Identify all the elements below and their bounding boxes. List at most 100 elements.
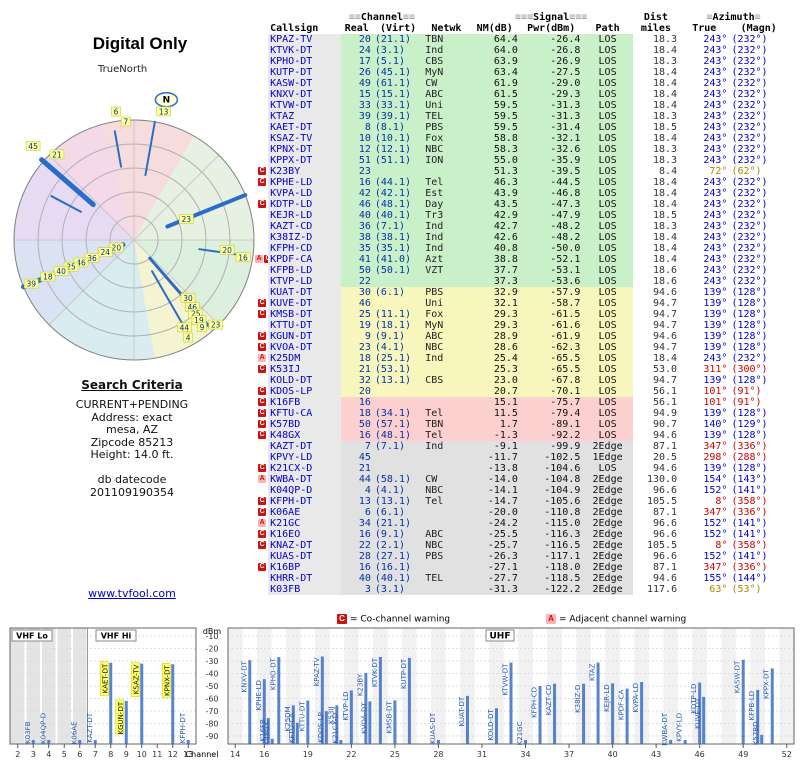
callsign-link[interactable]: K57BD	[268, 419, 341, 430]
y-tick-label: -90	[205, 732, 218, 741]
azimuth-true: 243°	[703, 199, 728, 210]
signal-power: -31.3	[519, 111, 583, 122]
callsign-link[interactable]: KSAZ-TV	[268, 133, 341, 144]
callsign-link[interactable]: KWBA-DT	[268, 474, 341, 485]
spacer	[252, 23, 268, 34]
callsign-link[interactable]: K48GX	[268, 430, 341, 441]
distance-miles: 18.4	[653, 243, 678, 254]
callsign-link[interactable]: KDOS-LP	[268, 386, 341, 397]
callsign-link[interactable]: KAZT-CD	[268, 221, 341, 232]
callsign-link[interactable]: KFPH-CD	[268, 243, 341, 254]
callsign-link[interactable]: KAET-DT	[268, 122, 341, 133]
signal-power: -31.3	[519, 100, 583, 111]
callsign-link[interactable]: KPHE-LD	[268, 177, 341, 188]
real-channel: 13	[340, 496, 373, 507]
callsign-link[interactable]: K25DM	[268, 353, 341, 364]
callsign-link[interactable]: K53IJ	[268, 364, 341, 375]
cochannel-warning-icon: C	[258, 530, 267, 538]
callsign-link[interactable]: KNXV-DT	[268, 89, 341, 100]
callsign-link[interactable]: KPHO-DT	[268, 56, 341, 67]
callsign-link[interactable]: KDTP-LD	[268, 199, 341, 210]
callsign-link[interactable]: KHRR-DT	[268, 573, 341, 584]
noise-margin: 42.6	[469, 232, 520, 243]
real-channel: 46	[340, 298, 373, 309]
callsign-link[interactable]: KUAT-DT	[268, 287, 341, 298]
callsign-link[interactable]: K21CX-D	[268, 463, 341, 474]
callsign-link[interactable]: KTVP-LD	[268, 276, 341, 287]
callsign-link[interactable]: KAZT-DT	[268, 441, 341, 452]
station-row: C KFTU-CA 18 (34.1) Tel 11.5 -79.4 LOS 94.9 139°(…	[252, 408, 788, 419]
network: Ind	[423, 221, 470, 232]
vhf-lo-label: VHF Lo	[16, 632, 48, 641]
bar-callsign-label: K38IZ-D	[574, 685, 582, 713]
callsign-link[interactable]: K21GC	[268, 518, 341, 529]
network: Ind	[423, 353, 470, 364]
signal-path: LOS	[582, 254, 633, 265]
callsign-link[interactable]: KTAZ	[268, 111, 341, 122]
station-row: KTAZ 39 (39.1) TEL 59.5 -31.3 LOS 18.3 243° (232°…	[252, 111, 788, 122]
signal-bar	[582, 683, 586, 744]
callsign-link[interactable]: KVOA-DT	[268, 342, 341, 353]
tvfool-link[interactable]: www.tvfool.com	[88, 587, 176, 600]
azimuth-magnetic: (232°)	[731, 155, 768, 166]
callsign-link[interactable]: KFPB-LD	[268, 265, 341, 276]
callsign-link[interactable]: KUTP-DT	[268, 67, 341, 78]
callsign-link[interactable]: KPPX-DT	[268, 155, 341, 166]
callsign-link[interactable]: KEJR-LD	[268, 210, 341, 221]
callsign-link[interactable]: K16FB	[268, 397, 341, 408]
signal-power: -61.6	[519, 320, 583, 331]
callsign-link[interactable]: K38IZ-D	[268, 232, 341, 243]
station-row: C K23BY 23 51.3 -39.5 LOS 8.4 72° (62°)	[252, 166, 788, 177]
signal-bar	[364, 672, 368, 744]
signal-path: LOS	[582, 210, 633, 221]
x-tick-label: 37	[564, 750, 574, 759]
station-row: KAZT-CD 36 (7.1) Ind 42.7 -48.2 LOS 18.3 243° (23…	[252, 221, 788, 232]
real-channel: 34	[340, 518, 373, 529]
callsign-link[interactable]: KTVK-DT	[268, 45, 341, 56]
callsign-link[interactable]: K16BP	[268, 562, 341, 573]
azimuth-magnetic: (336°)	[731, 562, 768, 573]
noise-margin: 58.3	[469, 144, 520, 155]
channel-chip-label: 13	[159, 107, 169, 116]
uhf-stripe	[228, 628, 243, 744]
callsign-link[interactable]: K04QP-D	[268, 485, 341, 496]
callsign-link[interactable]: KPAZ-TV	[268, 34, 341, 45]
real-channel: 3	[340, 584, 373, 595]
signal-path: 2Edge	[582, 518, 633, 529]
callsign-link[interactable]: K06AE	[268, 507, 341, 518]
callsign-link[interactable]: KPVY-LD	[268, 452, 341, 463]
azimuth-magnetic: (128°)	[731, 342, 768, 353]
callsign-link[interactable]: KPDF-CA	[268, 254, 341, 265]
callsign-link[interactable]: KOLD-DT	[268, 375, 341, 386]
y-tick-label: -70	[205, 707, 218, 716]
network: TBN	[423, 419, 470, 430]
bar-callsign-label: KUVE-DT	[694, 697, 702, 729]
callsign-link[interactable]: K03FB	[268, 584, 341, 595]
bar-label-group: KGUN-DT	[115, 699, 125, 734]
virtual-channel: (48.1)	[372, 199, 424, 210]
signal-path: LOS	[582, 419, 633, 430]
callsign-link[interactable]: KTVW-DT	[268, 100, 341, 111]
callsign-link[interactable]: KUAS-DT	[268, 551, 341, 562]
distance-miles: 94.7	[653, 375, 678, 386]
uhf-label: UHF	[490, 632, 511, 642]
callsign-link[interactable]: KTTU-DT	[268, 320, 341, 331]
callsign-link[interactable]: K16EO	[268, 529, 341, 540]
warning-cell: C	[252, 298, 268, 309]
callsign-link[interactable]: KFTU-CA	[268, 408, 341, 419]
callsign-link[interactable]: KASW-DT	[268, 78, 341, 89]
callsign-link[interactable]: KNAZ-DT	[268, 540, 341, 551]
callsign-link[interactable]: K23BY	[268, 166, 341, 177]
callsign-link[interactable]: KFPH-DT	[268, 496, 341, 507]
noise-margin: 63.4	[469, 67, 520, 78]
callsign-link[interactable]: KMSB-DT	[268, 309, 341, 320]
callsign-link[interactable]: KGUN-DT	[268, 331, 341, 342]
callsign-link[interactable]: KVPA-LD	[268, 188, 341, 199]
callsign-link[interactable]: KPNX-DT	[268, 144, 341, 155]
distance-miles: 87.1	[653, 562, 678, 573]
real-channel: 15	[340, 89, 373, 100]
noise-margin: 32.1	[469, 298, 520, 309]
bar-label-group: K53IJ	[327, 706, 335, 724]
label-highlight	[162, 663, 171, 698]
callsign-link[interactable]: KUVE-DT	[268, 298, 341, 309]
